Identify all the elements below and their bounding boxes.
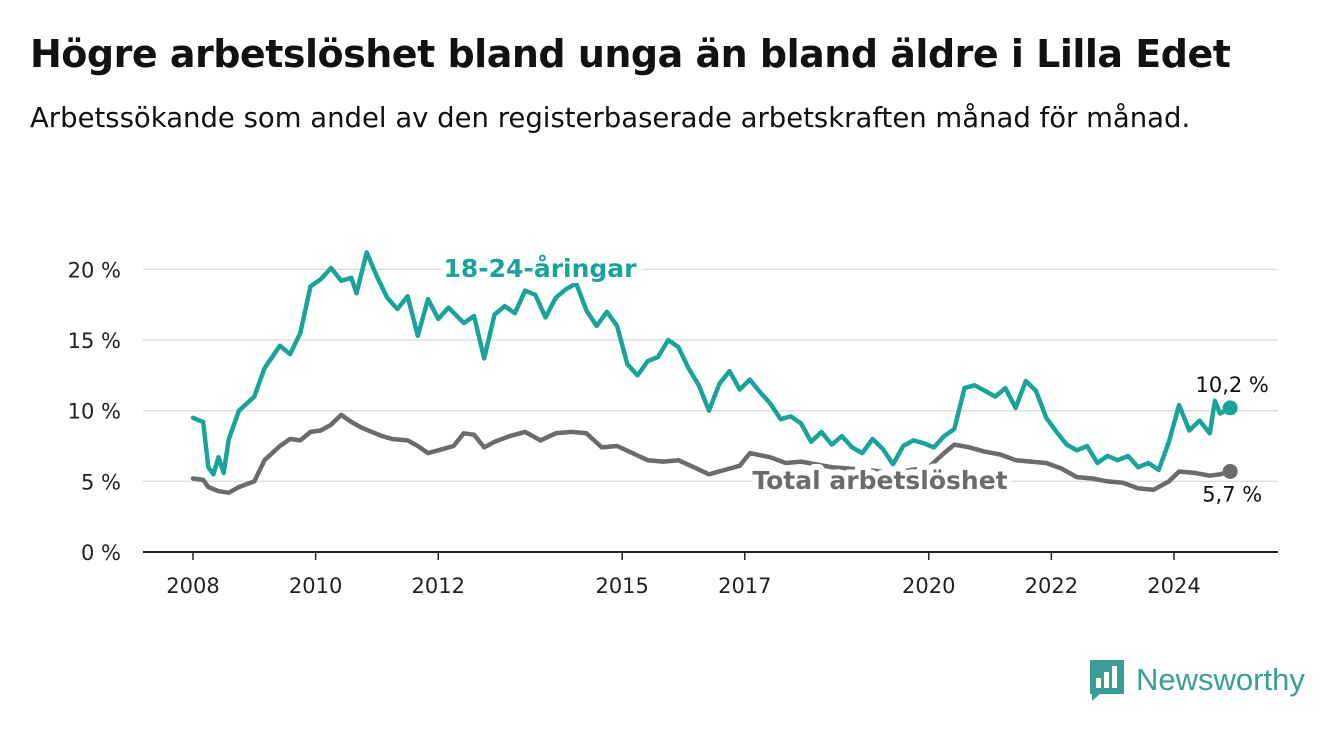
x-tick-label: 2020 (902, 574, 955, 598)
x-tick-label: 2015 (595, 574, 648, 598)
y-tick-label: 20 % (68, 258, 121, 282)
x-tick-label: 2008 (166, 574, 219, 598)
series-end-point (1222, 400, 1238, 416)
chart-subtitle: Arbetssökande som andel av den registerb… (30, 102, 1191, 134)
y-tick-label: 0 % (81, 541, 121, 565)
series-line (190, 412, 1233, 495)
series-end-label: 5,7 % (1202, 482, 1262, 506)
brand-name: Newsworthy (1136, 662, 1305, 697)
x-tick-label: 2012 (412, 574, 465, 598)
newsworthy-brand: Newsworthy (1088, 658, 1305, 702)
series-end-point (1222, 463, 1238, 479)
series-end-label: 10,2 % (1196, 373, 1269, 397)
x-tick-label: 2010 (289, 574, 342, 598)
series-name-label: 18-24-åringar (444, 254, 638, 283)
x-tick-label: 2024 (1147, 574, 1200, 598)
x-tick-label: 2017 (718, 574, 771, 598)
x-tick-label: 2022 (1025, 574, 1078, 598)
chart-title: Högre arbetslöshet bland unga än bland ä… (30, 32, 1231, 76)
y-tick-label: 15 % (68, 329, 121, 353)
y-tick-label: 10 % (68, 400, 121, 424)
bar-chart-logo-icon (1090, 660, 1124, 701)
series-line (190, 250, 1233, 477)
y-tick-label: 5 % (81, 470, 121, 494)
series-name-label: Total arbetslöshet (752, 466, 1007, 495)
